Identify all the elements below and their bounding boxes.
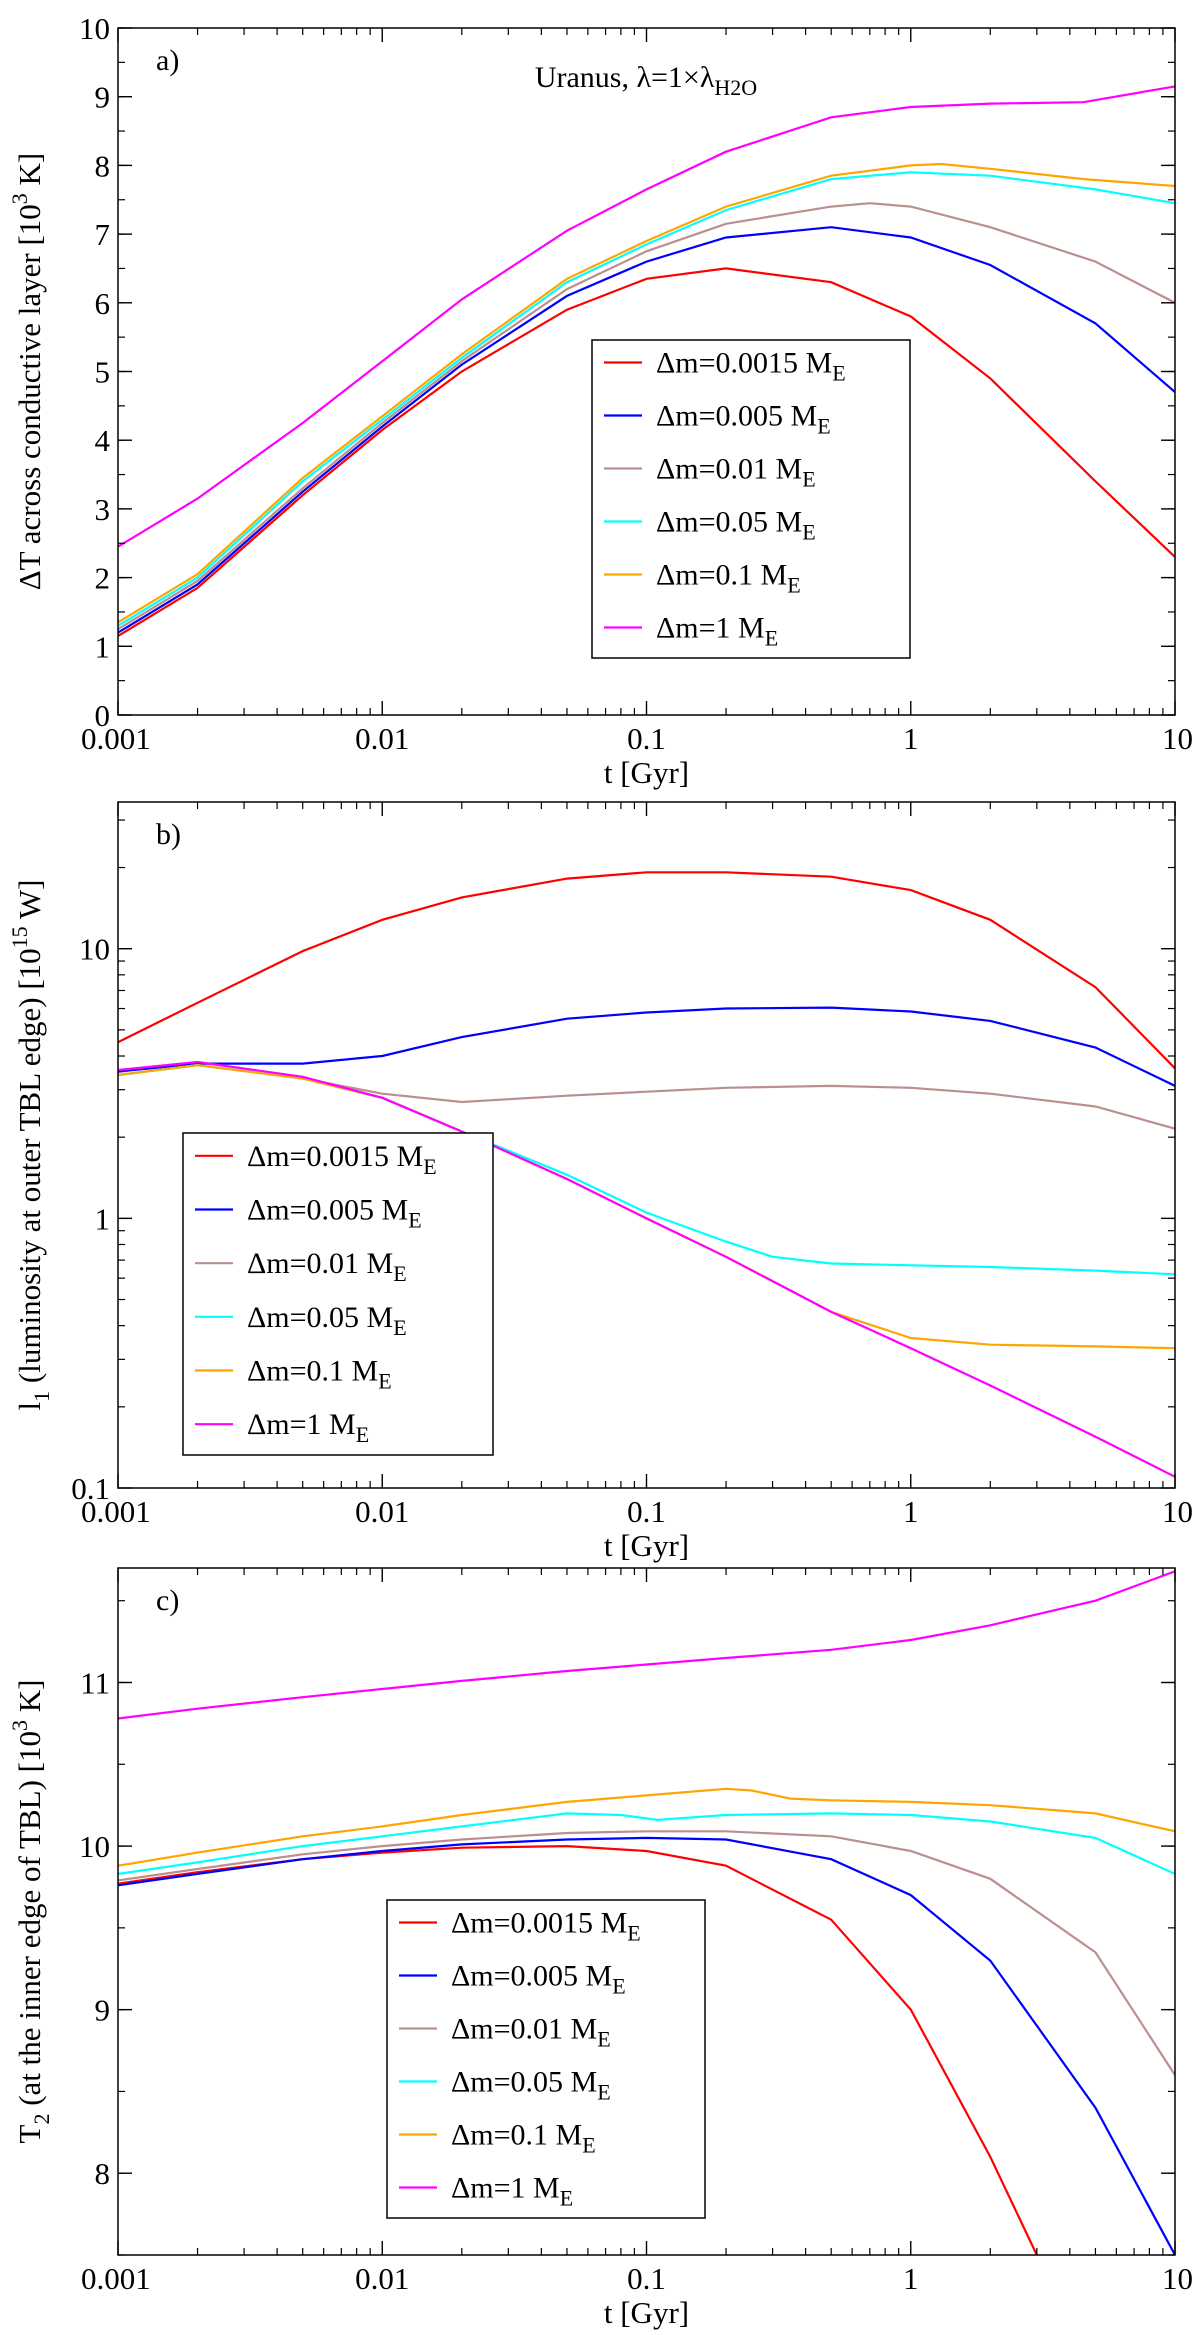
y-tick-label: 3	[95, 492, 111, 527]
y-axis-title: T2 (at the inner edge of TBL) [103 K]	[7, 1680, 54, 2144]
x-axis-title: t [Gyr]	[604, 755, 689, 790]
y-tick-label: 8	[95, 148, 111, 183]
legend-label: Δm=0.005 ME	[451, 1960, 626, 1999]
x-tick-label: 1	[903, 2261, 919, 2296]
y-tick-label: 0	[95, 698, 111, 733]
x-tick-label: 0.01	[355, 2261, 409, 2296]
legend-label: Δm=0.0015 ME	[247, 1140, 437, 1179]
chart-panel-2: 0.001 0.01 0.1 1 10 0.1 1 10 t [Gyr] l1 (luminosi…	[7, 801, 1193, 1563]
x-tick-label: 0.001	[81, 1494, 151, 1529]
y-tick-label: 9	[95, 1993, 111, 2028]
y-tick-label: 10	[79, 11, 110, 46]
legend-box	[182, 1132, 494, 1456]
y-axis-title: l1 (luminosity at outer TBL edge) [1015 …	[7, 880, 54, 1411]
y-axis-title: ΔT across conductive layer [103 K]	[7, 153, 47, 591]
y-tick-label: 1	[95, 629, 111, 664]
y-tick-label: 0.1	[71, 1471, 110, 1506]
x-axis-title: t [Gyr]	[604, 1528, 689, 1563]
legend-label: Δm=0.05 ME	[247, 1301, 407, 1340]
y-tick-label: 7	[95, 217, 111, 252]
x-tick-label: 0.001	[81, 721, 151, 756]
x-tick-label: 0.1	[627, 2261, 666, 2296]
series-line-3-4	[118, 1812, 1175, 1875]
legend-label: Δm=0.01 ME	[656, 453, 816, 492]
series-line-2-1	[118, 871, 1175, 1070]
y-tick-label: 2	[95, 561, 111, 596]
x-tick-label: 0.01	[355, 721, 409, 756]
series-line-2-2	[118, 1006, 1175, 1087]
y-tick-label: 10	[79, 932, 110, 967]
x-axis-title: t [Gyr]	[604, 2295, 689, 2330]
y-tick-label: 4	[95, 423, 111, 458]
legend-label: Δm=0.01 ME	[247, 1247, 407, 1286]
y-tick-label: 8	[95, 2156, 111, 2191]
legend-box	[386, 1899, 706, 2219]
series-line-1-6	[118, 85, 1175, 548]
series-line-1-5	[118, 162, 1175, 624]
x-tick-label: 0.1	[627, 721, 666, 756]
legend-box	[591, 339, 911, 659]
legend-label: Δm=0.005 ME	[247, 1194, 422, 1233]
series-line-3-5	[118, 1787, 1175, 1867]
panel-label: b)	[156, 818, 181, 851]
legend-label: Δm=0.1 ME	[656, 559, 801, 598]
chart-panel-3: 0.001 0.01 0.1 1 10 8 9 10 11 t [Gyr] T2 (at the i…	[7, 1567, 1193, 2330]
series-line-3-2	[118, 1836, 1175, 2255]
legend-label: Δm=0.0015 ME	[451, 1907, 641, 1946]
x-tick-label: 10	[1162, 721, 1193, 756]
x-tick-label: 10	[1162, 2261, 1193, 2296]
y-tick-label: 6	[95, 286, 111, 321]
y-tick-label: 1	[95, 1201, 111, 1236]
y-tick-label: 5	[95, 355, 111, 390]
x-tick-label: 10	[1162, 1494, 1193, 1529]
legend-label: Δm=0.05 ME	[451, 2066, 611, 2105]
chart-panel-1: 0.001 0.01 0.1 1 10 0 1 2 3 4 5 6 7 8 9 10 t [Gyr] ΔT acr…	[7, 11, 1193, 790]
panel-label: a)	[156, 44, 179, 77]
legend-label: Δm=1 ME	[451, 2172, 573, 2211]
panel-label: c)	[156, 1584, 179, 1617]
y-tick-label: 10	[79, 1829, 110, 1864]
series-line-2-6	[118, 1060, 1175, 1478]
x-tick-label: 0.001	[81, 2261, 151, 2296]
series-line-1-1	[118, 267, 1175, 637]
legend-label: Δm=0.1 ME	[247, 1355, 392, 1394]
legend-label: Δm=0.05 ME	[656, 506, 816, 545]
legend-label: Δm=0.01 ME	[451, 2013, 611, 2052]
legend-label: Δm=1 ME	[656, 612, 778, 651]
x-tick-label: 0.1	[627, 1494, 666, 1529]
x-tick-label: 1	[903, 721, 919, 756]
series-line-1-4	[118, 171, 1175, 627]
x-tick-label: 0.01	[355, 1494, 409, 1529]
y-tick-label: 11	[80, 1666, 110, 1701]
legend-label: Δm=1 ME	[247, 1408, 369, 1447]
legend: Δm=0.0015 ME Δm=0.005 ME Δm=0.01 ME Δm=0.05…	[591, 339, 911, 659]
legend: Δm=0.0015 ME Δm=0.005 ME Δm=0.01 ME Δm=0.05…	[182, 1132, 494, 1456]
series-line-3-6	[118, 1570, 1175, 1720]
series-line-3-3	[118, 1830, 1175, 2076]
legend-label: Δm=0.005 ME	[656, 400, 831, 439]
panel-title: Uranus, λ=1×λH2O	[535, 61, 757, 100]
legend-label: Δm=0.1 ME	[451, 2119, 596, 2158]
legend-label: Δm=0.0015 ME	[656, 347, 846, 386]
series-line-1-3	[118, 202, 1175, 631]
y-tick-label: 9	[95, 80, 111, 115]
series-line-1-2	[118, 226, 1175, 634]
legend: Δm=0.0015 ME Δm=0.005 ME Δm=0.01 ME Δm=0.05…	[386, 1899, 706, 2219]
x-tick-label: 1	[903, 1494, 919, 1529]
